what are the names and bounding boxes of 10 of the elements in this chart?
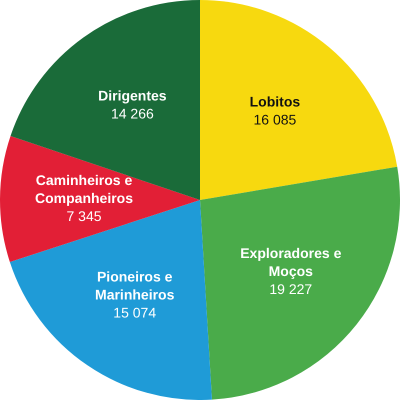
slice-label: Exploradores e Moços [240, 245, 342, 280]
data-label: 19 227 [269, 281, 312, 298]
data-label: 16 085 [253, 111, 297, 128]
data-label: 15 074 [113, 304, 156, 321]
slice-label: Lobitos [250, 93, 300, 110]
slice-label: Dirigentes [98, 88, 167, 104]
slice-label: Caminheiros e Companheiros [34, 172, 134, 206]
slice-label: Pioneiros e Marinheiros [95, 268, 175, 303]
data-label: 7 345 [66, 208, 102, 224]
data-label: 14 266 [110, 106, 154, 122]
